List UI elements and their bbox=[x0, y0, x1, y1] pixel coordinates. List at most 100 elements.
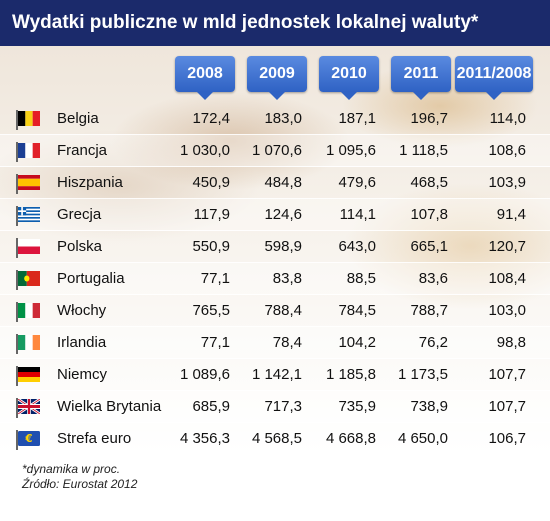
cell-2011: 665,1 bbox=[410, 238, 448, 255]
cell-2009: 4 568,5 bbox=[251, 430, 302, 447]
cell-2011: 1 173,5 bbox=[397, 366, 448, 383]
column-header-2011: 2011 bbox=[391, 56, 451, 100]
flag-pole bbox=[16, 366, 18, 386]
flag-pole bbox=[16, 398, 18, 418]
cell-2011: 788,7 bbox=[410, 302, 448, 319]
table-row: Belgia 172,4 183,0 187,1 196,7 114,0 bbox=[0, 103, 550, 135]
cell-2010: 114,1 bbox=[339, 206, 376, 223]
flag-portugal-icon bbox=[18, 271, 40, 286]
cell-2011-2008: 120,7 bbox=[488, 238, 526, 255]
cell-2010: 1 185,8 bbox=[325, 366, 376, 383]
country-name: Irlandia bbox=[57, 334, 107, 351]
table-row: Grecja 117,9 124,6 114,1 107,8 91,4 bbox=[0, 199, 550, 231]
cell-2008: 77,1 bbox=[200, 334, 230, 351]
flag-ireland-icon bbox=[18, 335, 40, 350]
cell-2011-2008: 107,7 bbox=[488, 398, 526, 415]
cell-2008: 450,9 bbox=[192, 174, 230, 191]
country-name: Francja bbox=[57, 142, 108, 159]
country-name: Strefa euro bbox=[57, 430, 132, 447]
cell-2010: 4 668,8 bbox=[325, 430, 376, 447]
table-row: Hiszpania 450,9 484,8 479,6 468,5 103,9 bbox=[0, 167, 550, 199]
flag-belgium-icon bbox=[18, 111, 40, 126]
country-name: Niemcy bbox=[57, 366, 108, 383]
cell-2008: 172,4 bbox=[192, 110, 230, 127]
country-name: Grecja bbox=[57, 206, 102, 223]
cell-2010: 187,1 bbox=[338, 110, 376, 127]
cell-2008: 1 030,0 bbox=[179, 142, 230, 159]
cell-2009: 598,9 bbox=[264, 238, 302, 255]
cell-2011-2008: 114,0 bbox=[489, 110, 526, 127]
flag-poland-icon bbox=[18, 239, 40, 254]
cell-2009: 83,8 bbox=[272, 270, 302, 287]
cell-2011-2008: 98,8 bbox=[496, 334, 526, 351]
cell-2009: 183,0 bbox=[264, 110, 302, 127]
flag-pole bbox=[16, 430, 18, 450]
footnote: *dynamika w proc. bbox=[22, 462, 121, 476]
table-row: Polska 550,9 598,9 643,0 665,1 120,7 bbox=[0, 231, 550, 263]
cell-2009: 124,6 bbox=[264, 206, 302, 223]
cell-2008: 117,9 bbox=[193, 206, 230, 223]
cell-2010: 1 095,6 bbox=[325, 142, 376, 159]
cell-2009: 78,4 bbox=[272, 334, 302, 351]
cell-2011-2008: 103,0 bbox=[488, 302, 526, 319]
cell-2008: 1 089,6 bbox=[179, 366, 230, 383]
notes: *dynamika w proc. Źródło: Eurostat 2012 bbox=[22, 462, 137, 492]
country-name: Hiszpania bbox=[57, 174, 123, 191]
cell-2011-2008: 106,7 bbox=[488, 430, 526, 447]
banknote-background bbox=[0, 46, 550, 454]
column-header-2011-2008: 2011/2008 bbox=[455, 56, 533, 100]
cell-2009: 1 070,6 bbox=[251, 142, 302, 159]
source: Źródło: Eurostat 2012 bbox=[22, 477, 138, 491]
table-row: Irlandia 77,1 78,4 104,2 76,2 98,8 bbox=[0, 327, 550, 359]
cell-2010: 735,9 bbox=[338, 398, 376, 415]
table-row: Niemcy 1 089,6 1 142,1 1 185,8 1 173,5 107,7 bbox=[0, 359, 550, 391]
cell-2010: 88,5 bbox=[346, 270, 376, 287]
cell-2011: 738,9 bbox=[410, 398, 448, 415]
flag-uk-icon bbox=[17, 397, 41, 416]
cell-2008: 765,5 bbox=[192, 302, 230, 319]
cell-2009: 717,3 bbox=[264, 398, 302, 415]
country-name: Wielka Brytania bbox=[57, 398, 162, 415]
cell-2009: 788,4 bbox=[264, 302, 302, 319]
country-name: Polska bbox=[57, 238, 103, 255]
table-row: Portugalia 77,1 83,8 88,5 83,6 108,4 bbox=[0, 263, 550, 295]
flag-pole bbox=[16, 238, 18, 258]
flag-france-icon bbox=[18, 143, 40, 158]
table-row: € Strefa euro 4 356,3 4 568,5 4 668,8 4 650,0… bbox=[0, 423, 550, 455]
table-row: Wielka Brytania 685,9 717,3 735,9 738,9 107,7 bbox=[0, 391, 550, 423]
flag-germany-icon bbox=[18, 367, 40, 382]
cell-2008: 685,9 bbox=[192, 398, 230, 415]
cell-2008: 550,9 bbox=[192, 238, 230, 255]
flag-pole bbox=[16, 174, 18, 194]
cell-2008: 77,1 bbox=[200, 270, 230, 287]
column-header-2008: 2008 bbox=[175, 56, 235, 100]
cell-2011: 76,2 bbox=[418, 334, 448, 351]
column-header-2010: 2010 bbox=[319, 56, 379, 100]
cell-2011: 107,8 bbox=[410, 206, 448, 223]
cell-2011: 196,7 bbox=[410, 110, 448, 127]
flag-eu-icon: € bbox=[18, 431, 40, 446]
flag-pole bbox=[16, 270, 18, 290]
flag-pole bbox=[16, 302, 18, 322]
country-name: Belgia bbox=[57, 110, 99, 127]
flag-greece-icon bbox=[18, 207, 40, 222]
cell-2010: 104,2 bbox=[338, 334, 376, 351]
cell-2009: 484,8 bbox=[264, 174, 302, 191]
column-headers: 2008 2009 2010 2011 2011/2008 bbox=[0, 56, 550, 100]
svg-text:€: € bbox=[24, 433, 32, 445]
cell-2011: 83,6 bbox=[418, 270, 448, 287]
cell-2009: 1 142,1 bbox=[251, 366, 302, 383]
cell-2011-2008: 91,4 bbox=[496, 206, 526, 223]
flag-pole bbox=[16, 110, 18, 130]
flag-spain-icon bbox=[18, 175, 40, 190]
flag-italy-icon bbox=[18, 303, 40, 318]
cell-2011: 468,5 bbox=[410, 174, 448, 191]
cell-2011-2008: 103,9 bbox=[488, 174, 526, 191]
country-name: Włochy bbox=[57, 302, 107, 319]
page-title: Wydatki publiczne w mld jednostek lokaln… bbox=[0, 0, 550, 46]
cell-2008: 4 356,3 bbox=[179, 430, 230, 447]
cell-2010: 479,6 bbox=[338, 174, 376, 191]
column-header-2009: 2009 bbox=[247, 56, 307, 100]
cell-2011: 4 650,0 bbox=[397, 430, 448, 447]
cell-2011-2008: 107,7 bbox=[488, 366, 526, 383]
